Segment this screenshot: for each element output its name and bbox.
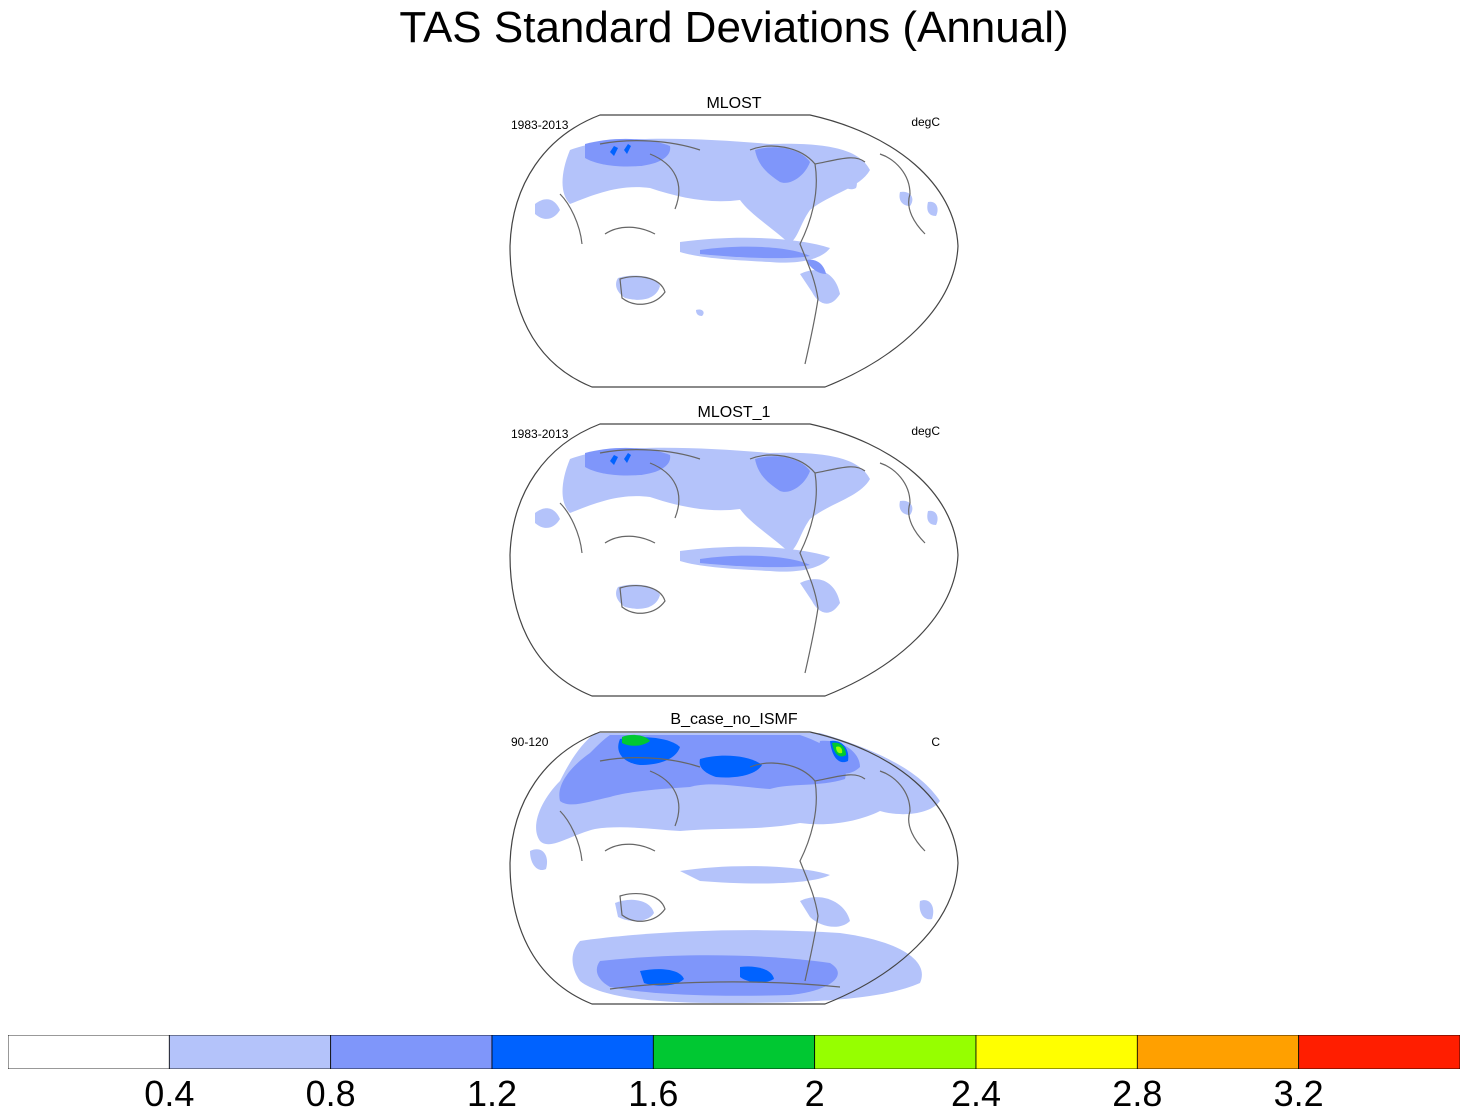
continent-outline [559, 449, 926, 674]
field-level-0.4-0.8 [535, 447, 938, 613]
colorbar-segment [330, 1035, 493, 1069]
map-svg [509, 423, 959, 697]
map-panel-2: MLOST_1 1983-2013 degC [500, 403, 968, 703]
colorbar-tick-label: 2.4 [950, 1073, 1002, 1114]
panel-units-label: degC [911, 424, 940, 438]
continent-outline [559, 757, 926, 990]
colorbar-tick-label: 2.8 [1112, 1073, 1163, 1114]
panel-period-label: 90-120 [511, 735, 549, 749]
panel-title: B_case_no_ISMF [670, 711, 798, 728]
field-level-0.8-1.2 [585, 447, 810, 568]
field-level-0.8-1.2 [585, 138, 826, 274]
colorbar-segment [168, 1035, 332, 1069]
colorbar-tick-label: 2 [804, 1073, 825, 1114]
colorbar-tick-label: 0.4 [144, 1073, 195, 1114]
panel-period-label: 1983-2013 [511, 118, 569, 132]
panel-units-label: C [931, 735, 940, 749]
panel-period-label: 1983-2013 [511, 427, 569, 441]
colorbar-segment [975, 1035, 1138, 1069]
map-boundary [509, 114, 959, 388]
colorbar-segment [491, 1035, 654, 1069]
figure-title: TAS Standard Deviations (Annual) [399, 3, 1069, 52]
map-panel-1: MLOST 1983-2013 degC [500, 94, 968, 394]
map-svg [509, 731, 959, 1005]
map-panel-3: B_case_no_ISMF 90-120 C [500, 711, 968, 1011]
colorbar-segment [1298, 1035, 1460, 1069]
map-boundary [509, 731, 959, 1005]
field-level-1.6-2.4 [622, 734, 846, 757]
colorbar-segment [652, 1035, 816, 1069]
colorbar-tick-label: 3.2 [1273, 1073, 1324, 1114]
field-level-0.4-0.8 [535, 138, 938, 316]
continent-outline [559, 140, 926, 365]
colorbar [8, 1035, 1460, 1069]
panel-title: MLOST [706, 95, 762, 112]
panel-units-label: degC [911, 115, 940, 129]
map-boundary [509, 423, 959, 697]
colorbar-segment [8, 1035, 170, 1069]
colorbar-segment [1136, 1035, 1300, 1069]
colorbar-tick-label: 1.2 [466, 1073, 518, 1114]
colorbar-labels: 0.4 0.8 1.2 1.6 2 2.4 2.8 3.2 [0, 1074, 1468, 1118]
map-svg [509, 114, 959, 388]
panel-title: MLOST_1 [697, 404, 771, 421]
colorbar-segment [814, 1035, 977, 1069]
colorbar-tick-label: 1.6 [628, 1073, 679, 1114]
colorbar-tick-label: 0.8 [305, 1073, 356, 1114]
